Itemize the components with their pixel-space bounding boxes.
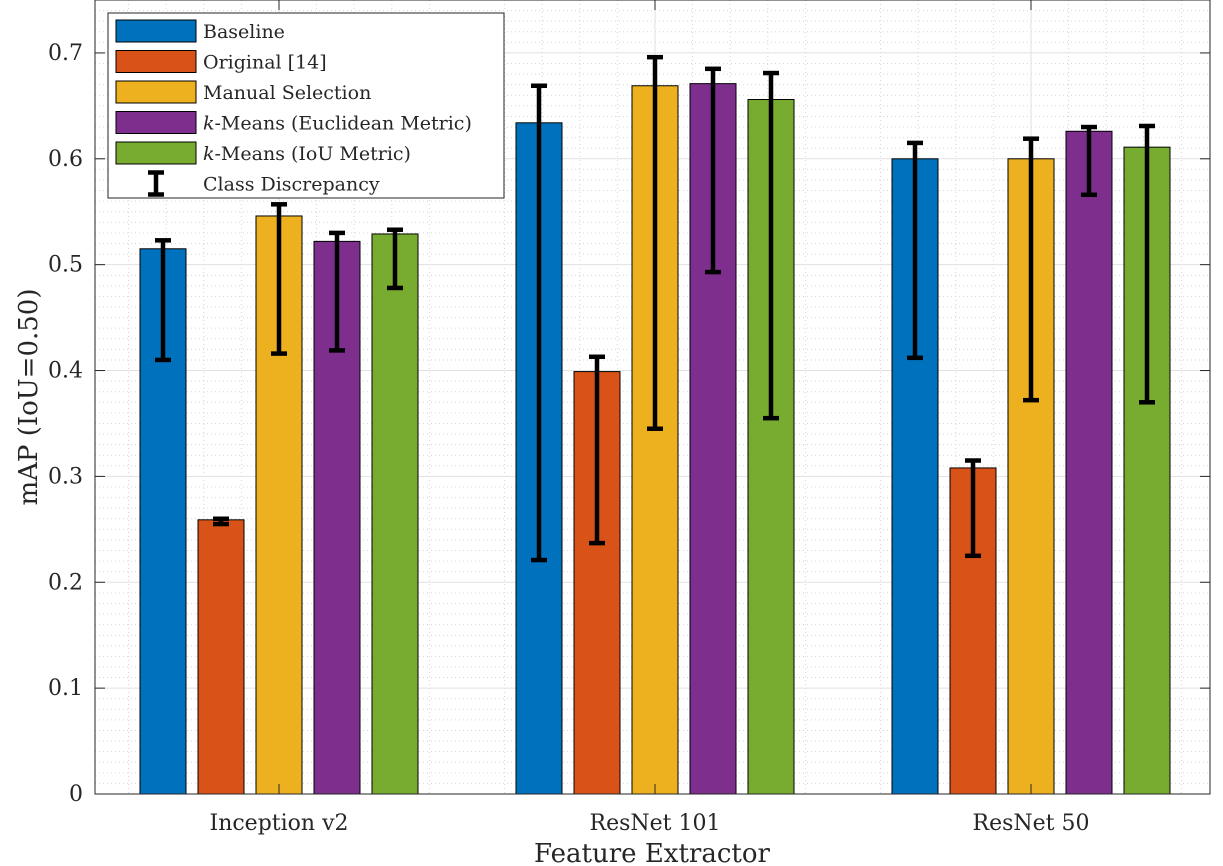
legend-label: Baseline	[203, 21, 285, 43]
legend: Baseline Original [14] Manual Selection k-M…	[107, 12, 505, 199]
x-tick-labels: Inception v2 ResNet 101 ResNet 50	[210, 811, 1090, 836]
legend-label: Class Discrepancy	[203, 174, 380, 196]
legend-items: Baseline Original [14] Manual Selection k-M…	[115, 19, 472, 197]
y-tick-label: 0.3	[48, 464, 83, 489]
legend-swatch	[115, 80, 197, 104]
bar	[573, 371, 621, 795]
y-tick-label: 0.7	[48, 41, 83, 66]
y-axis-title: mAP (IoU=0.50)	[14, 289, 44, 506]
bar	[371, 233, 419, 795]
bar	[197, 519, 245, 795]
axis-layer	[94, 0, 1211, 795]
y-tick-label: 0.1	[48, 676, 83, 701]
plot-area-border	[94, 0, 1211, 795]
y-tick-label: 0.5	[48, 253, 83, 278]
y-tick-label: 0.2	[48, 570, 83, 595]
x-tick-label: ResNet 50	[973, 811, 1090, 836]
legend-label: k-Means (IoU Metric)	[203, 143, 411, 165]
legend-label: Manual Selection	[203, 82, 371, 104]
legend-swatch	[115, 50, 197, 73]
legend-swatch	[115, 111, 197, 134]
y-tick-label: 0.6	[48, 147, 83, 172]
legend-swatch	[115, 141, 197, 165]
x-tick-label: ResNet 101	[590, 811, 721, 836]
legend-box	[107, 12, 505, 199]
errorbar-layer	[155, 54, 1155, 563]
x-tick-label: Inception v2	[210, 811, 349, 836]
y-tick-labels: 0 0.1 0.2 0.3 0.4 0.5 0.6 0.7	[48, 41, 83, 807]
legend-label: k-Means (Euclidean Metric)	[203, 113, 472, 135]
bar	[1065, 130, 1113, 795]
y-tick-label: 0.4	[48, 359, 83, 384]
y-tick-label: 0	[69, 782, 83, 807]
x-axis-title: Feature Extractor	[534, 839, 770, 866]
legend-label: Original [14]	[203, 52, 327, 74]
legend-swatch	[115, 19, 197, 43]
